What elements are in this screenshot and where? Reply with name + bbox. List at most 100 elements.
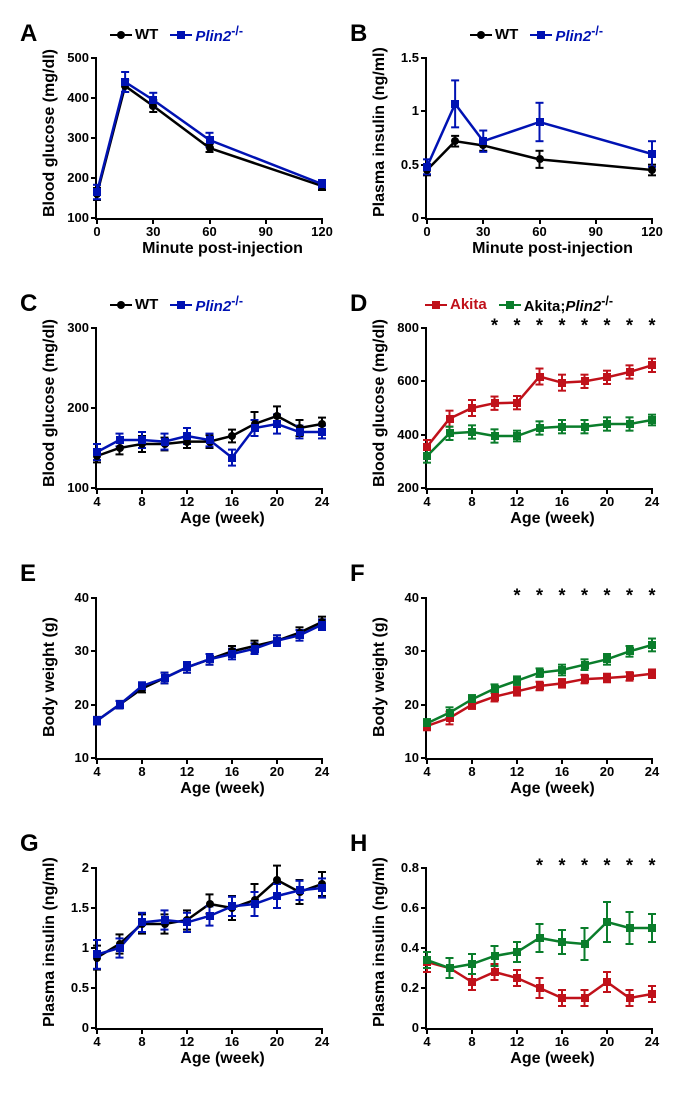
panel-G: GPlasma insulin (ng/ml)Age (week)00.511.… (20, 830, 335, 1090)
data-point (648, 641, 656, 649)
significance-star: * (603, 586, 610, 607)
data-point (318, 180, 326, 188)
legend-item: Akita (425, 296, 487, 313)
panel-label: G (20, 830, 39, 858)
data-point (446, 429, 454, 437)
data-point (468, 978, 476, 986)
data-point (116, 944, 124, 952)
data-point (206, 136, 214, 144)
data-point (318, 884, 326, 892)
data-point (318, 428, 326, 436)
panel-label: E (20, 560, 36, 588)
plot-area: 1002003004005000306090120 (95, 58, 322, 220)
data-point (161, 438, 169, 446)
data-point (228, 454, 236, 462)
data-point (491, 952, 499, 960)
data-point (161, 916, 169, 924)
data-point (536, 984, 544, 992)
data-point (116, 436, 124, 444)
x-axis-label: Age (week) (133, 780, 313, 798)
significance-star: * (603, 316, 610, 337)
data-point (491, 399, 499, 407)
data-point (648, 361, 656, 369)
data-point (206, 900, 214, 908)
data-point (491, 968, 499, 976)
legend-item: Plin2-/- (170, 294, 243, 315)
data-point (513, 432, 521, 440)
data-point (491, 432, 499, 440)
data-point (228, 650, 236, 658)
data-point (423, 719, 431, 727)
plot-area: 2004006008004812162024******** (425, 328, 652, 490)
data-point (183, 918, 191, 926)
data-point (206, 436, 214, 444)
legend-item: Plin2-/- (530, 24, 603, 45)
data-point (648, 166, 656, 174)
data-point (273, 637, 281, 645)
y-axis-label: Body weight (g) (371, 597, 389, 757)
plot-area: 102030404812162024******* (425, 598, 652, 760)
data-point (603, 918, 611, 926)
data-point (513, 399, 521, 407)
panel-C: CBlood glucose (mg/dl)Age (week)10020030… (20, 290, 335, 550)
data-point (138, 682, 146, 690)
legend-item: Plin2-/- (170, 24, 243, 45)
plot-area: 102030404812162024 (95, 598, 322, 760)
data-point (581, 675, 589, 683)
data-point (581, 661, 589, 669)
data-point (273, 412, 281, 420)
data-point (603, 373, 611, 381)
panel-H: HPlasma insulin (ng/ml)Age (week)00.20.4… (350, 830, 665, 1090)
data-point (558, 994, 566, 1002)
legend: WTPlin2-/- (470, 24, 603, 45)
data-point (648, 990, 656, 998)
plot-area: 00.511.524812162024 (95, 868, 322, 1030)
data-point (626, 368, 634, 376)
x-axis-label: Age (week) (463, 510, 643, 528)
data-point (251, 424, 259, 432)
significance-star: * (626, 856, 633, 877)
data-point (93, 448, 101, 456)
data-point (603, 655, 611, 663)
data-point (491, 685, 499, 693)
legend: AkitaAkita;Plin2-/- (425, 294, 613, 315)
significance-star: * (536, 316, 543, 337)
data-point (296, 631, 304, 639)
significance-star: * (558, 586, 565, 607)
data-point (273, 892, 281, 900)
data-point (513, 948, 521, 956)
data-point (603, 978, 611, 986)
x-axis-label: Age (week) (133, 510, 313, 528)
data-point (626, 924, 634, 932)
data-point (183, 432, 191, 440)
data-point (468, 428, 476, 436)
data-point (423, 956, 431, 964)
data-point (581, 940, 589, 948)
data-point (648, 416, 656, 424)
x-axis-label: Minute post-injection (463, 240, 643, 258)
legend: WT Plin2-/- (110, 24, 243, 45)
data-point (161, 674, 169, 682)
data-point (93, 717, 101, 725)
data-point (121, 78, 129, 86)
plot-area: 00.511.50306090120 (425, 58, 652, 220)
data-point (116, 701, 124, 709)
y-axis-label: Body weight (g) (41, 597, 59, 757)
panel-label: C (20, 290, 37, 318)
data-point (206, 655, 214, 663)
significance-star: * (626, 586, 633, 607)
data-point (251, 900, 259, 908)
data-point (423, 163, 431, 171)
data-point (423, 443, 431, 451)
x-axis-label: Age (week) (133, 1050, 313, 1068)
data-point (558, 679, 566, 687)
data-point (479, 137, 487, 145)
panel-D: DBlood glucose (mg/dl)Age (week)20040060… (350, 290, 665, 550)
data-point (446, 415, 454, 423)
legend-item: WT (110, 26, 158, 43)
plot-area: 1002003004812162024 (95, 328, 322, 490)
significance-star: * (648, 586, 655, 607)
y-axis-label: Blood glucose (mg/dl) (371, 327, 389, 487)
figure-grid: ABlood glucose (mg/dl)Minute post-inject… (20, 20, 665, 1090)
x-axis-label: Minute post-injection (133, 240, 313, 258)
